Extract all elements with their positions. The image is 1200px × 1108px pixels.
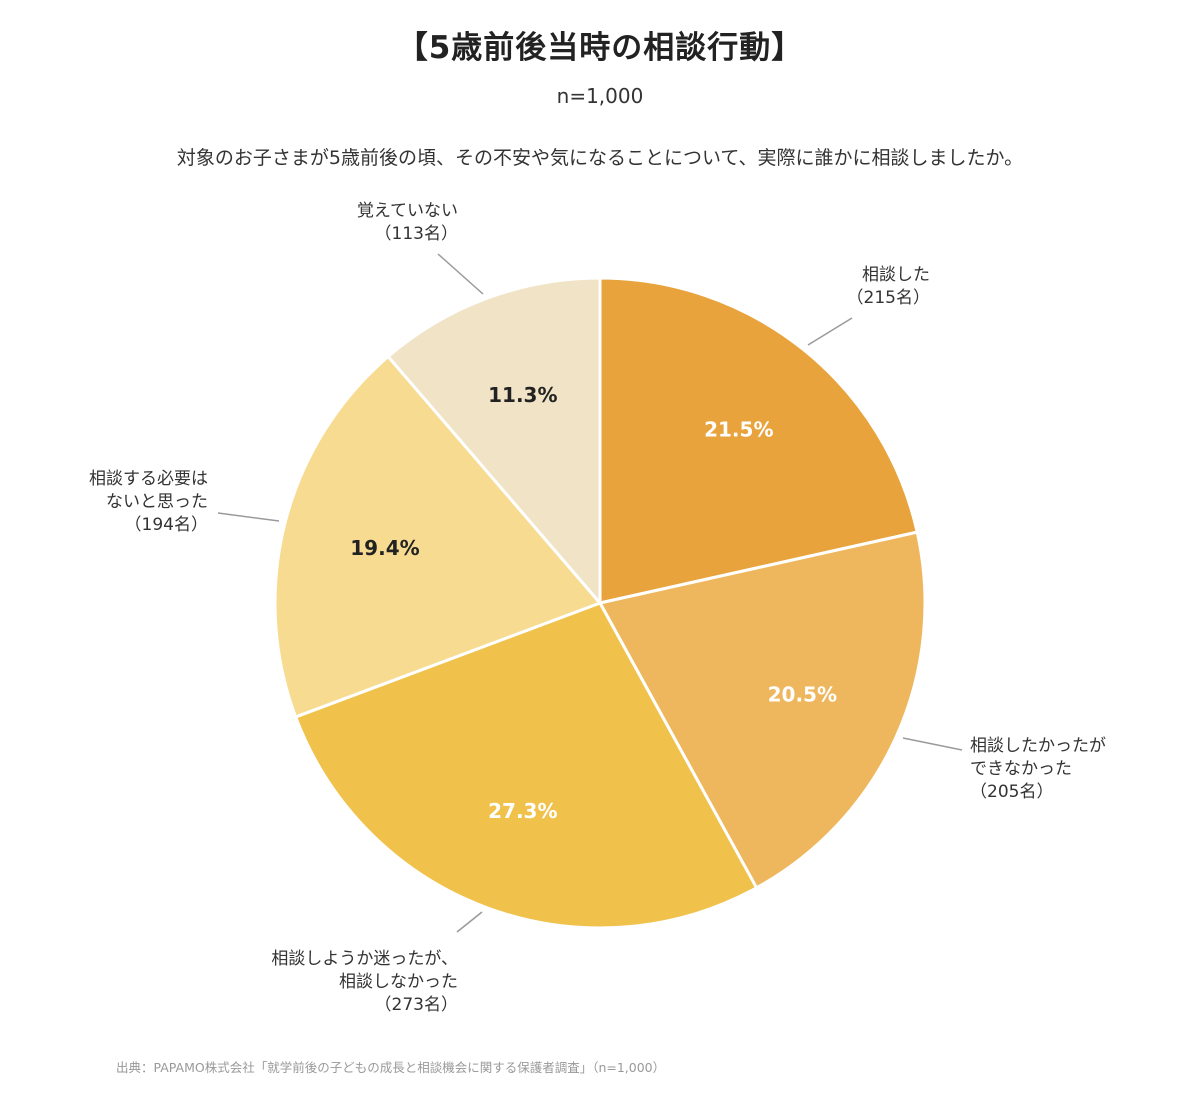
leader-line-2 bbox=[902, 737, 963, 751]
category-label-line: 相談する必要は bbox=[89, 469, 208, 489]
category-label-line: 覚えていない bbox=[357, 201, 458, 221]
category-label-line: （113名） bbox=[375, 224, 458, 244]
leader-line-1 bbox=[807, 317, 853, 346]
category-label-4: 相談する必要はないと思った （194名） bbox=[89, 469, 208, 535]
chart-title: 【5歳前後当時の相談行動】 bbox=[396, 30, 804, 66]
pie-slice-4 bbox=[273, 355, 602, 719]
category-label-line: （215名） bbox=[847, 288, 930, 308]
category-label-3: 相談しようか迷ったが、相談しなかった （273名） bbox=[271, 949, 458, 1015]
category-label-line: 相談しようか迷ったが、 bbox=[271, 949, 458, 969]
pie-slice-2 bbox=[598, 530, 927, 890]
category-label-line: ないと思った bbox=[106, 492, 208, 512]
category-label-2: 相談したかったができなかった （205名） bbox=[970, 736, 1106, 802]
pie-slice-3 bbox=[294, 601, 759, 930]
category-label-5: 覚えていない （113名） bbox=[357, 201, 458, 244]
category-labels: 相談した （215名） 相談したかったができなかった （205名） 相談しようか迷ったが… bbox=[89, 201, 1106, 1015]
category-label-line: 相談した bbox=[862, 265, 930, 285]
percent-labels: 21.5% 20.5% 27.3% 19.4% 11.3% bbox=[350, 383, 837, 823]
percent-label-4: 19.4% bbox=[350, 536, 419, 560]
category-label-1: 相談した （215名） bbox=[847, 265, 930, 308]
survey-question: 対象のお子さまが5歳前後の頃、その不安や気になることについて、実際に誰かに相談し… bbox=[176, 147, 1024, 169]
category-label-line: 相談したかったが bbox=[970, 736, 1106, 756]
category-label-line: （205名） bbox=[970, 782, 1053, 802]
category-label-line: できなかった bbox=[970, 759, 1072, 779]
percent-label-2: 20.5% bbox=[768, 682, 837, 706]
sample-size: n=1,000 bbox=[556, 84, 644, 108]
leader-line-5 bbox=[437, 253, 484, 295]
percent-label-1: 21.5% bbox=[704, 418, 773, 442]
category-label-line: （273名） bbox=[375, 995, 458, 1015]
pie-slices bbox=[273, 276, 927, 930]
source-note: 出典：PAPAMO株式会社「就学前後の子どもの成長と相談機会に関する保護者調査」… bbox=[116, 1060, 666, 1075]
leader-line-4 bbox=[217, 512, 280, 522]
percent-label-3: 27.3% bbox=[488, 799, 557, 823]
category-label-line: 相談しなかった bbox=[339, 972, 458, 992]
category-label-line: （194名） bbox=[125, 515, 208, 535]
leader-lines bbox=[217, 253, 963, 933]
pie-slice-5 bbox=[386, 276, 602, 605]
percent-label-5: 11.3% bbox=[488, 383, 557, 407]
pie-slice-1 bbox=[598, 276, 919, 605]
leader-line-3 bbox=[456, 911, 483, 933]
